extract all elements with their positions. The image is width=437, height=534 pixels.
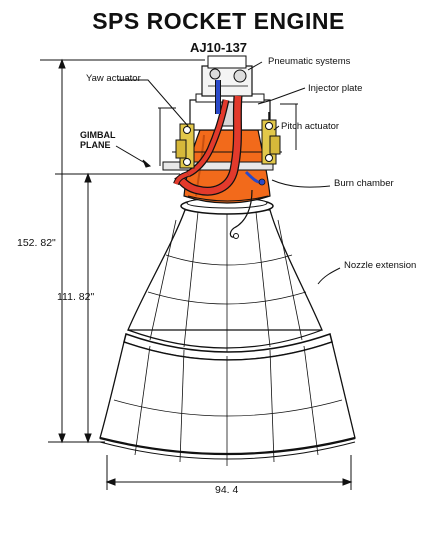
yaw-actuator-label: Yaw actuator [86, 73, 141, 84]
dimension-lines [40, 58, 353, 490]
nozzle-height-label: 111. 82" [57, 291, 94, 303]
engine-model: AJ10-137 [189, 40, 248, 55]
gimbal-plane-label-line2: PLANE [80, 140, 111, 150]
pitch-actuator-label: Pitch actuator [281, 121, 339, 132]
cable-connector [233, 233, 239, 239]
nozzle-extension-label: Nozzle extension [344, 260, 416, 271]
exit-diameter-label: 94. 4 [215, 484, 239, 496]
pneumatic-systems-label: Pneumatic systems [268, 56, 351, 67]
diagram-title: SPS ROCKET ENGINE [92, 8, 345, 34]
injector-structure [162, 55, 282, 171]
pneumatic-lines [215, 80, 266, 186]
nozzle-extension [99, 197, 356, 466]
pitch-actuator [261, 112, 281, 165]
injector-plate-label: Injector plate [308, 83, 362, 94]
overall-height-label: 152. 82" [17, 237, 56, 249]
leader-lines [115, 61, 341, 285]
propellant-feed-lines [173, 95, 243, 196]
burn-chamber-label: Burn chamber [334, 178, 394, 189]
yaw-actuator [175, 123, 195, 169]
gimbal-plane-label-line1: GIMBAL [80, 130, 116, 140]
instrument-cable [229, 189, 253, 238]
